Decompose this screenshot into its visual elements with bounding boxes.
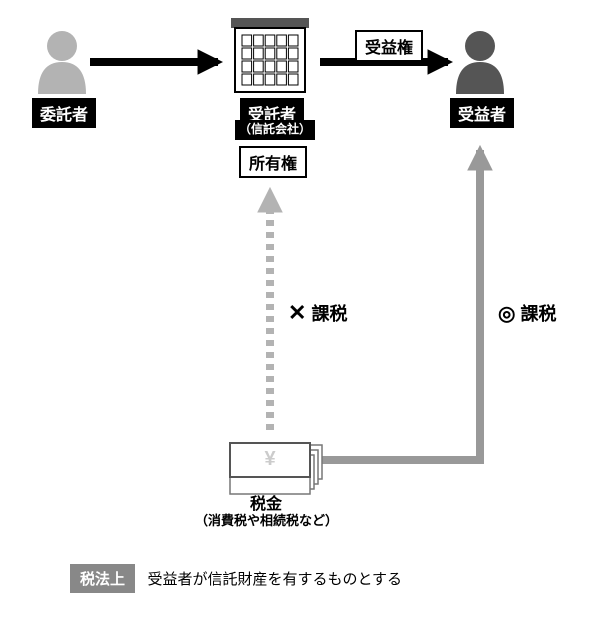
yes-tax-mark: ◎ [498,303,515,325]
settlor-label: 委託者 [32,98,96,128]
footer-badge: 税法上 [70,564,135,593]
trustee-building-icon [231,18,309,92]
no-tax-label: ✕ 課税 [288,300,347,326]
no-tax-mark: ✕ [288,300,306,325]
trustee-sublabel: （信託会社） [235,120,315,140]
tax-sublabel: （消費税や相続税など） [195,510,338,529]
tax-money-icon: ¥ [230,443,322,494]
svg-text:¥: ¥ [264,448,276,470]
beneficiary-label: 受益者 [450,98,514,128]
no-tax-text: 課税 [311,304,347,324]
footer-text: 受益者が信託財産を有するものとする [147,571,402,588]
diagram-stage: ¥ 委託者 受託者 （信託会社） 受益者 受益権 所有権 ✕ 課税 ◎ 課税 税… [0,0,600,618]
rights-box: 受益権 [355,30,423,62]
settlor-icon [38,31,86,94]
yes-tax-text: 課税 [520,304,556,324]
footer: 税法上 受益者が信託財産を有するものとする [70,564,402,593]
ownership-box: 所有権 [239,146,307,178]
yes-tax-label: ◎ 課税 [498,300,556,326]
beneficiary-icon [456,31,504,94]
